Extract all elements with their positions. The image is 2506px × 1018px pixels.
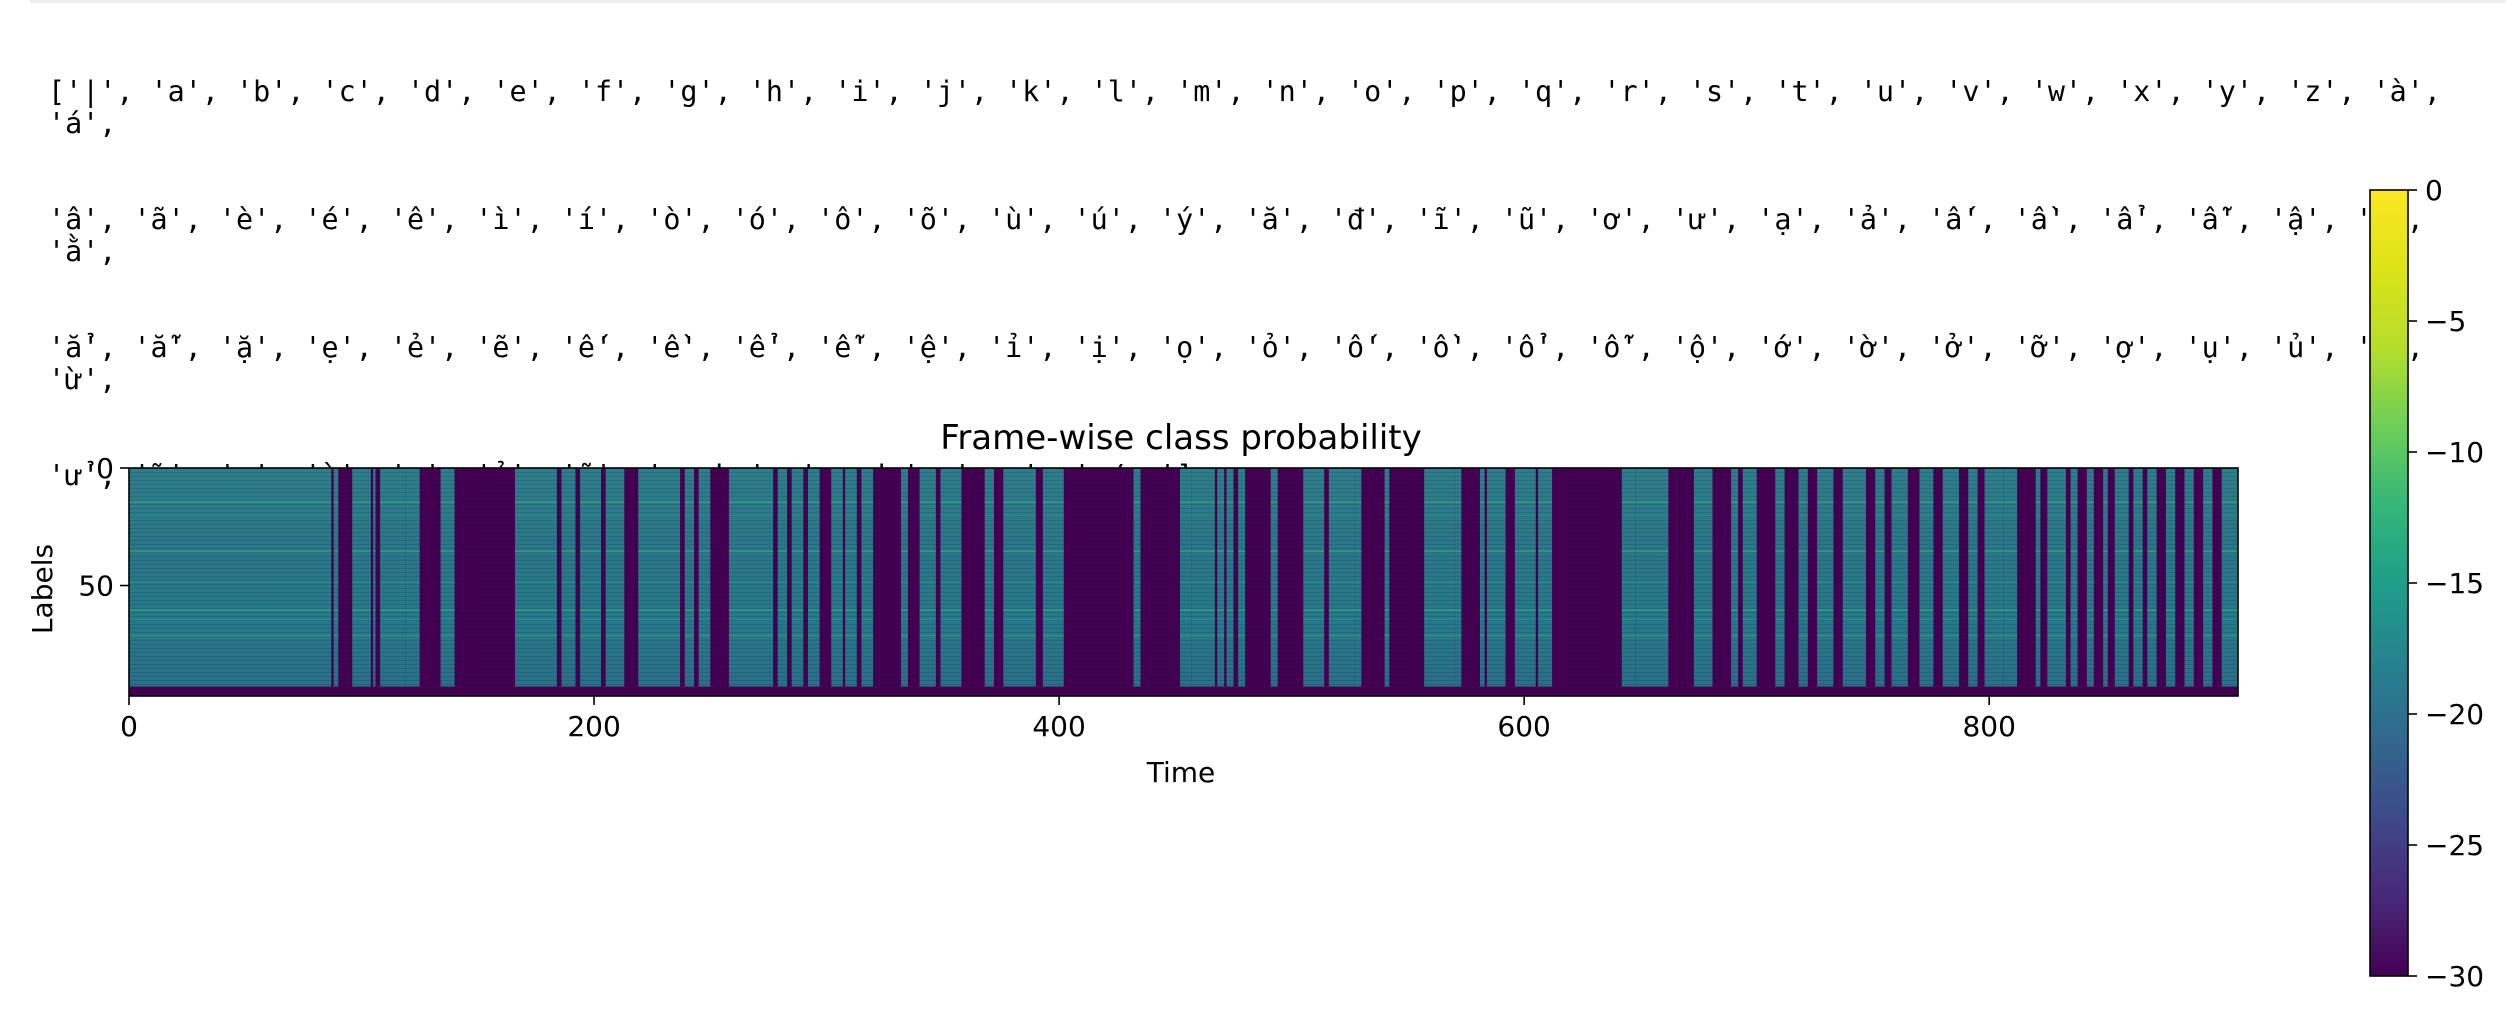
colorbar bbox=[2369, 189, 2409, 977]
colorbar-tick-label: −20 bbox=[2425, 698, 2484, 731]
x-axis-label: Time bbox=[1146, 756, 1216, 789]
y-axis-label: Labels bbox=[26, 544, 59, 634]
output-line-2: 'â', 'ã', 'è', 'é', 'ê', 'ì', 'í', 'ò', … bbox=[48, 203, 2441, 268]
colorbar-tick-label: −25 bbox=[2425, 829, 2484, 862]
colorbar-tick-label: 0 bbox=[2425, 174, 2443, 207]
output-line-1: ['|', 'a', 'b', 'c', 'd', 'e', 'f', 'g',… bbox=[48, 75, 2459, 140]
row-texture bbox=[129, 468, 2238, 696]
x-tick-label: 0 bbox=[120, 710, 138, 743]
x-tick-label: 200 bbox=[567, 710, 620, 743]
colorbar-tick-label: −30 bbox=[2425, 960, 2484, 993]
x-tick-label: 600 bbox=[1497, 710, 1550, 743]
colorbar-tick-label: −10 bbox=[2425, 436, 2484, 469]
y-axis: 0 50 bbox=[78, 452, 129, 603]
x-tick-label: 800 bbox=[1962, 710, 2015, 743]
colorbar-ticks: 0 −5 −10 −15 −20 −25 −30 bbox=[2408, 174, 2484, 993]
output-line-3: 'ẳ', 'ẵ', 'ặ', 'ẹ', 'ẻ', 'ẽ', 'ế', 'ề', … bbox=[48, 331, 2441, 396]
y-tick-label: 0 bbox=[96, 452, 114, 485]
heatmap-frame bbox=[128, 467, 2239, 697]
colorbar-tick-label: −15 bbox=[2425, 567, 2484, 600]
x-tick-label: 400 bbox=[1032, 710, 1085, 743]
colorbar-tick-label: −5 bbox=[2425, 305, 2466, 338]
chart-title: Frame-wise class probability bbox=[940, 418, 1422, 458]
y-tick-label: 50 bbox=[78, 570, 114, 603]
x-axis: 0 200 400 600 800 bbox=[120, 696, 2016, 743]
heatmap-cells bbox=[129, 468, 2238, 696]
cell-top-border bbox=[30, 0, 2506, 3]
